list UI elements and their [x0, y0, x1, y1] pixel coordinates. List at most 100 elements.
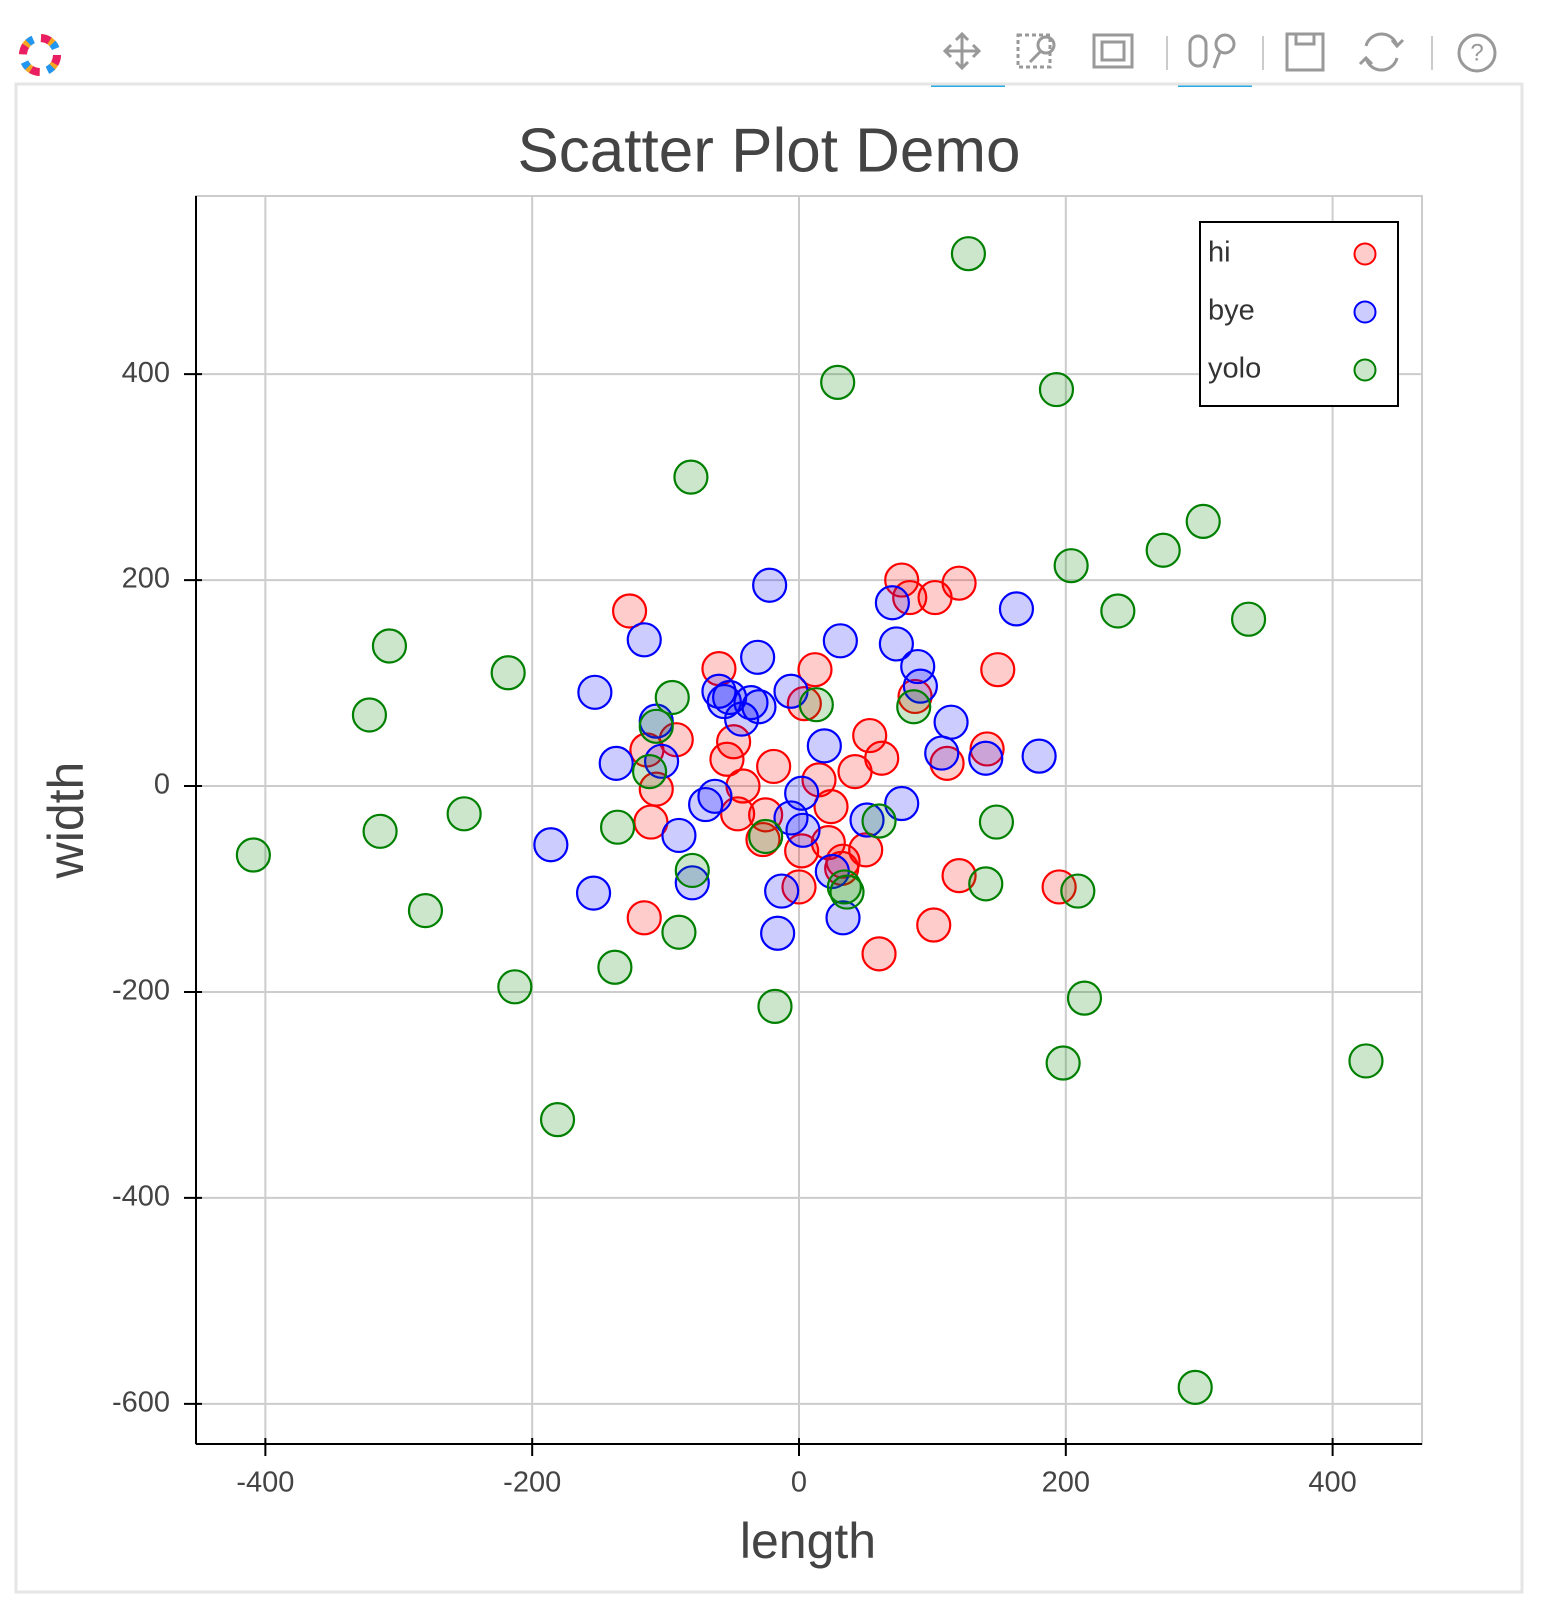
reset-tool[interactable] — [1358, 32, 1405, 72]
scatter-point — [1066, 980, 1103, 1016]
scatter-point — [797, 652, 833, 688]
scatter-point — [661, 914, 697, 950]
wheel-zoom-tool[interactable] — [1178, 33, 1252, 87]
y-tick-label: 400 — [122, 357, 170, 389]
y-tick-label: -400 — [112, 1181, 170, 1213]
scatter-point — [724, 701, 760, 737]
x-tick-label: 0 — [791, 1467, 807, 1499]
scatter-point — [884, 562, 920, 598]
box-zoom-tool[interactable] — [1016, 33, 1056, 69]
scatter-point — [1100, 593, 1136, 629]
scatter-point — [490, 655, 526, 691]
scatter-point — [533, 827, 569, 863]
legend-swatch — [1353, 242, 1377, 266]
scatter-point — [626, 622, 662, 658]
scatter-point — [933, 704, 969, 740]
scatter-point — [598, 745, 634, 781]
scatter-point — [235, 837, 271, 873]
scatter-point — [748, 818, 784, 855]
x-tick-label: -200 — [503, 1467, 561, 1499]
pan-tool[interactable] — [931, 31, 1005, 87]
scatter-point — [631, 754, 668, 790]
legend-swatch — [1353, 300, 1377, 324]
scatter-point — [798, 687, 834, 723]
plot-border — [14, 82, 1524, 1594]
scatter-point — [539, 1102, 576, 1138]
scatter-point — [978, 804, 1015, 840]
scatter-point — [760, 915, 796, 951]
legend-label: hi — [1208, 237, 1231, 269]
legend-swatch — [1353, 358, 1377, 382]
scatter-point — [781, 869, 817, 905]
x-tick-label: 200 — [1042, 1467, 1090, 1499]
scatter-point — [597, 949, 633, 985]
scatter-point — [1348, 1043, 1384, 1079]
scatter-point — [674, 865, 710, 901]
scatter-point — [764, 873, 800, 909]
scatter-point — [741, 689, 777, 725]
scatter-point — [968, 740, 1004, 776]
scatter-point — [806, 728, 842, 764]
scatter-point — [638, 708, 674, 744]
scatter-point — [1185, 503, 1221, 539]
scatter-point — [1045, 1045, 1081, 1081]
reset-zoom-tool[interactable] — [1092, 33, 1134, 69]
scatter-point — [916, 907, 952, 943]
scatter-point — [701, 673, 737, 709]
scatter-point — [950, 236, 987, 272]
scatter-point — [874, 585, 910, 621]
scatter-point — [969, 731, 1005, 767]
legend-label: yolo — [1208, 353, 1261, 385]
chart-title: Scatter Plot Demo — [517, 116, 1020, 185]
scatter-point — [1060, 873, 1096, 909]
scatter-point — [1053, 548, 1089, 584]
scatter-point — [861, 803, 897, 839]
scatter-point — [897, 678, 933, 715]
scatter-point — [1145, 532, 1181, 568]
scatter-point — [673, 459, 709, 495]
scatter-point — [633, 804, 669, 840]
scatter-point — [654, 679, 690, 716]
scatter-point — [878, 626, 914, 662]
scatter-point — [941, 565, 977, 601]
scatter-point — [1177, 1369, 1213, 1405]
scatter-point — [896, 689, 932, 725]
scatter-point — [848, 832, 884, 868]
scatter-point — [822, 623, 858, 659]
scatter-point — [688, 786, 724, 823]
scatter-point — [785, 812, 821, 848]
scatter-point — [837, 754, 873, 790]
scatter-point — [852, 717, 888, 754]
scatter-point — [1021, 738, 1057, 774]
scatter-point — [611, 593, 648, 629]
y-tick-label: 200 — [122, 563, 170, 595]
scatter-point — [709, 741, 745, 777]
scatter-point — [575, 875, 612, 911]
scatter-point — [980, 652, 1016, 688]
help-tool[interactable]: ? — [1457, 33, 1497, 73]
scatter-point — [929, 745, 965, 781]
x-axis-label: length — [740, 1513, 876, 1569]
scatter-point — [924, 735, 960, 771]
scatter-point — [407, 893, 444, 929]
scatter-point — [849, 802, 885, 838]
scatter-point — [446, 796, 482, 832]
x-tick-label: -400 — [236, 1467, 294, 1499]
scatter-point — [1038, 371, 1075, 408]
scatter-point — [752, 567, 788, 603]
legend-label: bye — [1208, 295, 1255, 327]
legend-box — [1199, 221, 1399, 407]
scatter-point — [941, 858, 977, 894]
y-axis-label: width — [38, 762, 94, 880]
svg-text:?: ? — [1470, 39, 1483, 66]
scatter-point — [362, 813, 398, 849]
scatter-point — [902, 668, 938, 704]
bokeh-logo[interactable] — [19, 34, 61, 76]
scatter-point — [674, 852, 710, 889]
scatter-point — [820, 364, 856, 400]
scatter-point — [786, 686, 822, 722]
save-tool[interactable] — [1285, 32, 1325, 72]
scatter-point — [998, 591, 1035, 627]
scatter-point — [968, 866, 1004, 902]
